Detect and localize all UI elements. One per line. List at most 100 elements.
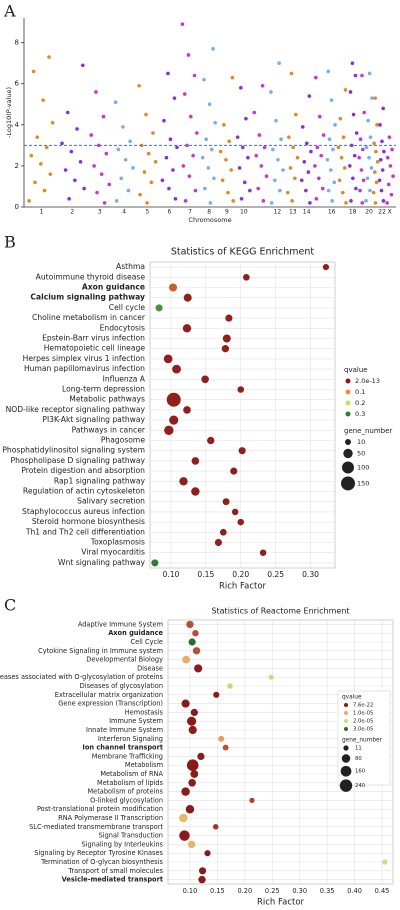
snp-point bbox=[319, 153, 324, 158]
category-label: Phosphatidylinositol signaling system bbox=[2, 446, 145, 455]
bubble bbox=[191, 457, 200, 465]
category-label: Metabolism of lipids bbox=[97, 779, 164, 787]
snp-point bbox=[385, 155, 390, 160]
snp-point bbox=[348, 90, 353, 94]
x-tick-label: 0.30 bbox=[292, 887, 307, 895]
snp-point bbox=[208, 201, 213, 205]
snp-point bbox=[386, 182, 391, 187]
bubble bbox=[192, 629, 199, 637]
bubble bbox=[221, 345, 230, 353]
x-tick-label: 18 bbox=[349, 209, 357, 216]
snp-point bbox=[192, 73, 197, 78]
snp-point bbox=[327, 137, 332, 142]
snp-point bbox=[379, 188, 384, 193]
category-label: Asthma bbox=[116, 262, 145, 271]
snp-point bbox=[330, 199, 334, 203]
category-label: Ion channel transport bbox=[82, 744, 163, 752]
snp-point bbox=[307, 94, 312, 98]
category-label: Long-term depression bbox=[62, 385, 145, 394]
snp-point bbox=[80, 63, 85, 68]
category-label: Human papillomavirus infection bbox=[24, 364, 145, 373]
bubble bbox=[237, 386, 245, 393]
snp-point bbox=[246, 155, 250, 160]
snp-point bbox=[387, 135, 392, 139]
x-tick-label: X bbox=[388, 209, 392, 216]
snp-point bbox=[348, 164, 352, 168]
snp-point bbox=[314, 75, 318, 80]
y-tick-label: 0 bbox=[15, 203, 19, 211]
bubble bbox=[222, 744, 229, 751]
x-tick-label: 0.10 bbox=[183, 887, 198, 895]
legend-title: qvalue bbox=[344, 366, 368, 374]
snp-point bbox=[333, 123, 337, 127]
snp-point bbox=[336, 145, 341, 150]
snp-point bbox=[364, 145, 369, 150]
x-tick-label: 0.45 bbox=[375, 887, 390, 895]
bubble bbox=[163, 354, 173, 364]
snp-point bbox=[259, 164, 264, 168]
snp-point bbox=[291, 145, 295, 150]
snp-point bbox=[352, 153, 357, 158]
category-label: Viral myocarditis bbox=[81, 548, 145, 557]
legend-size-label: 10 bbox=[357, 438, 365, 446]
bubble bbox=[322, 263, 330, 271]
snp-point bbox=[144, 112, 148, 117]
legend-title: gene_number bbox=[342, 738, 383, 744]
snp-point bbox=[329, 168, 333, 172]
bubble bbox=[169, 283, 178, 292]
snp-point bbox=[368, 188, 372, 193]
legend-title: qvalue bbox=[342, 695, 362, 701]
snp-point bbox=[381, 199, 386, 203]
category-label: Extracellular matrix organization bbox=[55, 691, 163, 699]
bubble bbox=[181, 699, 190, 708]
snp-point bbox=[306, 170, 311, 174]
snp-point bbox=[388, 164, 393, 168]
category-label: Axon guidance bbox=[108, 629, 163, 637]
bubble bbox=[213, 691, 220, 698]
snp-point bbox=[325, 157, 330, 162]
snp-point bbox=[96, 143, 101, 148]
bubble bbox=[218, 735, 225, 742]
snp-point bbox=[107, 182, 112, 187]
category-label: Innate Immune System bbox=[86, 726, 163, 734]
snp-point bbox=[390, 147, 394, 152]
category-label: Salivary secretion bbox=[77, 497, 145, 506]
plot-frame bbox=[149, 261, 336, 569]
bubble bbox=[194, 664, 203, 673]
snp-point bbox=[271, 147, 275, 152]
snp-point bbox=[349, 199, 353, 203]
snp-point bbox=[235, 135, 240, 139]
snp-point bbox=[204, 137, 208, 142]
snp-point bbox=[276, 157, 280, 162]
x-tick-label: 12 bbox=[274, 209, 282, 216]
snp-point bbox=[212, 176, 216, 181]
chart-title: Statistics of Reactome Enrichment bbox=[211, 607, 349, 616]
snp-point bbox=[343, 88, 348, 92]
snp-point bbox=[211, 47, 215, 51]
snp-point bbox=[153, 160, 158, 164]
snp-point bbox=[39, 162, 43, 166]
snp-point bbox=[264, 174, 269, 178]
category-label: Cell cycle bbox=[109, 303, 146, 312]
bubble bbox=[164, 425, 174, 436]
legend-color-label: 7.6e-22 bbox=[353, 703, 373, 709]
x-tick-label: 4 bbox=[122, 209, 126, 216]
bubble bbox=[227, 683, 233, 689]
snp-point bbox=[145, 201, 149, 205]
snp-point bbox=[60, 141, 64, 146]
snp-point bbox=[78, 160, 83, 164]
bubble bbox=[198, 867, 207, 875]
category-label: Immune System bbox=[109, 717, 163, 725]
legend-size-dot bbox=[341, 461, 355, 474]
bubble bbox=[179, 477, 188, 486]
snp-point bbox=[359, 168, 364, 172]
legend-size-dot bbox=[339, 779, 353, 792]
bubble bbox=[183, 293, 192, 302]
category-label: Rap1 signaling pathway bbox=[54, 476, 146, 485]
snp-point bbox=[391, 174, 395, 178]
snp-point bbox=[287, 135, 291, 139]
bubble bbox=[187, 716, 197, 726]
x-tick-label: 0.10 bbox=[162, 570, 179, 579]
snp-point bbox=[290, 199, 294, 203]
x-axis-label: Rich Factor bbox=[257, 898, 305, 908]
